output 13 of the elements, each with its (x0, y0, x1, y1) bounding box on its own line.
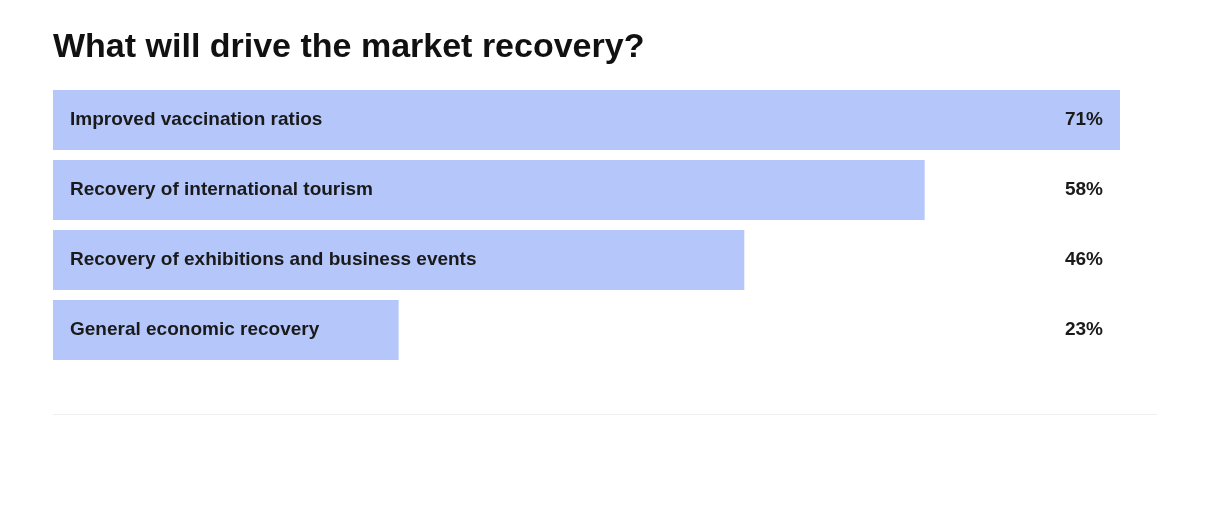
data-label: 58% (1064, 178, 1104, 200)
bar (53, 160, 925, 220)
chart-title: What will drive the market recovery? (53, 26, 645, 65)
data-label: 71% (1064, 108, 1104, 130)
bar (53, 230, 745, 290)
bar (53, 300, 399, 360)
y-tick-label: Recovery of international tourism (70, 178, 374, 200)
data-label: 46% (1064, 248, 1104, 270)
data-label: 23% (1064, 318, 1104, 340)
bar (53, 90, 1120, 150)
y-tick-label: General economic recovery (70, 318, 320, 340)
y-tick-label: Improved vaccination ratios (70, 108, 323, 130)
y-tick-label: Recovery of exhibitions and business events (70, 248, 477, 270)
